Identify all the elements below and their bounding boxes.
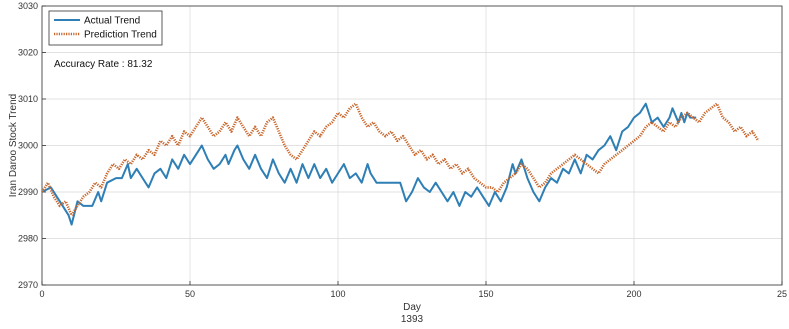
legend: Actual Trend Prediction Trend [48, 10, 163, 46]
y-axis-label: Iran Daroo Stock Trend [8, 94, 19, 197]
x-axis-label: Day [403, 302, 421, 313]
x-tick-label: 50 [185, 289, 195, 299]
y-tick-label: 2970 [18, 280, 38, 290]
grid [41, 5, 783, 286]
x-tick-label: 150 [478, 289, 493, 299]
series-line-actual [41, 102, 697, 226]
x-tick-label: 100 [330, 289, 345, 299]
series-lines [40, 102, 760, 226]
y-tick-label: 3030 [18, 1, 38, 11]
x-tick-label: 0 [39, 289, 44, 299]
y-tick-label: 3010 [18, 94, 38, 104]
y-tick-label: 2980 [18, 234, 38, 244]
legend-box [48, 10, 163, 46]
accuracy-annotation: Accuracy Rate : 81.32 [54, 59, 153, 70]
legend-label-actual: Actual Trend [84, 16, 140, 27]
series-line-prediction [40, 102, 760, 217]
x-tick-label: 25 [777, 289, 787, 299]
y-tick-label: 2990 [18, 187, 38, 197]
y-tick-label: 3020 [18, 48, 38, 58]
legend-label-prediction: Prediction Trend [84, 30, 157, 41]
axis-ticks: 0 50 100 150 200 25 2970 2980 2990 3000 3010 3020 30… [18, 1, 787, 299]
y-tick-label: 3000 [18, 141, 38, 151]
x-axis-sublabel: 1393 [401, 314, 424, 325]
x-tick-label: 200 [626, 289, 641, 299]
